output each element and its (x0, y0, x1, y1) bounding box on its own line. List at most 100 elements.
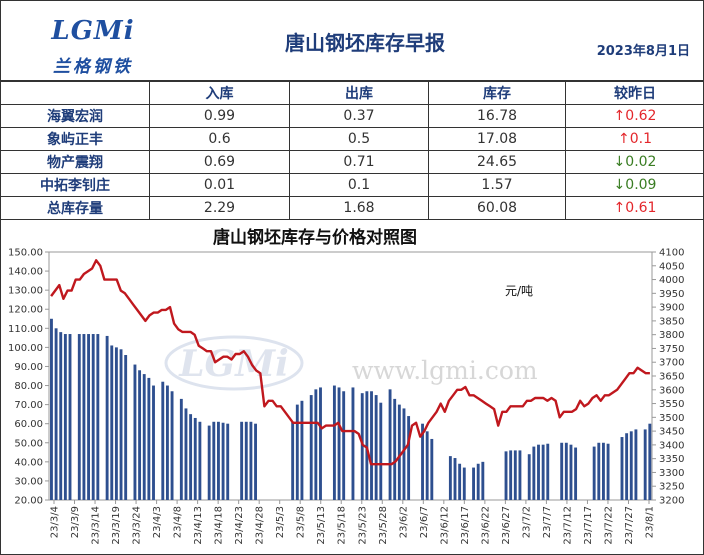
y-right-tick-label: 3550 (659, 399, 684, 410)
x-tick-label: 23/3/9 (70, 506, 81, 538)
chart-area: LGMi www.lgmi.com 20.00 30.00 40.00 50.00 60… (0, 220, 704, 555)
x-tick-label: 23/7/12 (562, 506, 573, 545)
inbound-value: 0.01 (149, 173, 290, 197)
inventory-bar (374, 395, 378, 500)
report-date: 2023年8月1日 (596, 44, 690, 59)
inventory-bar (379, 402, 383, 500)
arrow-down-icon: ↓ (613, 154, 626, 170)
inventory-bar (105, 335, 109, 500)
inventory-bar (546, 443, 550, 500)
y-right-tick-label: 4100 (659, 248, 684, 259)
stock-value: 17.08 (428, 127, 566, 151)
inventory-bar (147, 377, 151, 500)
inventory-bar (370, 391, 373, 500)
inventory-bar (138, 370, 142, 500)
price-line (50, 259, 650, 466)
table-row: 总库存量 2.29 1.68 60.08 ↑0.61 (0, 196, 704, 220)
inventory-bar (295, 404, 299, 500)
inventory-bar (481, 461, 485, 500)
change-number: 0.1 (629, 131, 652, 147)
inventory-bar (365, 391, 369, 500)
y-right-tick-label: 3900 (659, 303, 684, 314)
inventory-bar (513, 450, 517, 500)
inventory-bar (189, 414, 193, 500)
inventory-bar (597, 442, 601, 500)
inbound-value: 2.29 (149, 196, 290, 220)
x-tick-label: 23/6/22 (480, 506, 491, 545)
table-header-row: 入库 出库 库存 较昨日 (0, 81, 704, 105)
inventory-bar (629, 431, 633, 500)
price-unit-label: 元/吨 (505, 284, 534, 298)
arrow-down-icon: ↓ (613, 177, 626, 193)
inventory-bar (527, 454, 531, 500)
y-left-tick-label: 50.00 (14, 438, 43, 449)
table-row: 物产震翔 0.69 0.71 24.65 ↓0.02 (0, 150, 704, 174)
inventory-bar (397, 404, 401, 500)
y-right-tick-label: 3800 (659, 330, 684, 341)
y-right-tick-label: 3350 (659, 454, 684, 465)
change-value: ↑0.62 (565, 104, 704, 128)
inventory-bar (430, 438, 434, 500)
inventory-bar (152, 385, 155, 500)
inventory-bar (462, 467, 466, 500)
arrow-up-icon: ↑ (613, 108, 626, 124)
inventory-bar (249, 421, 253, 500)
warehouse-name: 物产震翔 (0, 150, 150, 174)
x-tick-label: 23/6/12 (439, 506, 450, 545)
x-tick-label: 23/8/1 (645, 506, 656, 538)
inventory-bar (569, 444, 573, 500)
inventory-bar (198, 421, 202, 500)
inventory-bar (332, 385, 336, 500)
change-value: ↓0.02 (565, 150, 704, 174)
table-row: 海翼宏润 0.99 0.37 16.78 ↑0.62 (0, 104, 704, 128)
inventory-bar (314, 389, 318, 500)
y-right-tick-label: 4050 (659, 261, 684, 272)
y-left-tick-label: 150.00 (8, 248, 43, 259)
inventory-bar (212, 421, 216, 500)
change-number: 0.62 (625, 108, 657, 124)
x-tick-label: 23/7/7 (542, 506, 553, 538)
inventory-bar (453, 458, 457, 500)
inventory-bar (77, 334, 81, 500)
y-right-tick-label: 3450 (659, 427, 684, 438)
y-left-tick-label: 40.00 (14, 457, 43, 468)
outbound-value: 0.5 (289, 127, 429, 151)
inventory-bar (161, 381, 165, 500)
inventory-bar (351, 387, 355, 500)
inventory-bar (193, 417, 197, 500)
x-tick-label: 23/4/8 (173, 506, 184, 538)
outbound-value: 0.37 (289, 104, 429, 128)
x-tick-label: 23/5/28 (378, 506, 389, 545)
y-right-tick-label: 3250 (659, 482, 684, 493)
inventory-bar (458, 463, 462, 500)
y-right-tick-label: 3650 (659, 372, 684, 383)
inventory-bar (184, 408, 188, 500)
inventory-table: 入库 出库 库存 较昨日 海翼宏润 0.99 0.37 16.78 ↑0.62 象屿正丰 0… (0, 81, 704, 220)
chart-title: 唐山钢坯库存与价格对照图 (213, 228, 417, 248)
change-number: 0.09 (625, 177, 657, 193)
inventory-bar (592, 446, 596, 500)
x-tick-label: 23/7/22 (603, 506, 614, 545)
x-tick-label: 23/6/27 (501, 506, 512, 545)
change-value: ↑0.61 (565, 196, 704, 220)
x-tick-label: 23/5/23 (357, 506, 368, 545)
warehouse-name: 中拓李钊庄 (0, 173, 150, 197)
inventory-bar (133, 364, 137, 500)
inventory-bar (240, 421, 244, 500)
inventory-bar (541, 444, 545, 500)
inventory-bar (179, 398, 183, 500)
watermark-url: www.lgmi.com (352, 356, 538, 385)
logo-subtitle: 兰格钢铁 (53, 57, 133, 77)
change-value: ↑0.1 (565, 127, 704, 151)
x-tick-label: 23/5/8 (296, 506, 307, 538)
x-tick-label: 23/6/2 (398, 506, 409, 538)
inventory-bar (217, 421, 220, 500)
lgmi-logo: LGMi 兰格钢铁 (38, 8, 148, 77)
stock-value: 1.57 (428, 173, 566, 197)
x-tick-label: 23/3/19 (111, 506, 122, 545)
x-tick-label: 23/4/13 (193, 506, 204, 545)
inventory-bar (620, 437, 624, 500)
y-left-tick-label: 140.00 (8, 267, 43, 278)
y-left-tick-label: 20.00 (14, 496, 43, 507)
inventory-bar (68, 334, 72, 500)
